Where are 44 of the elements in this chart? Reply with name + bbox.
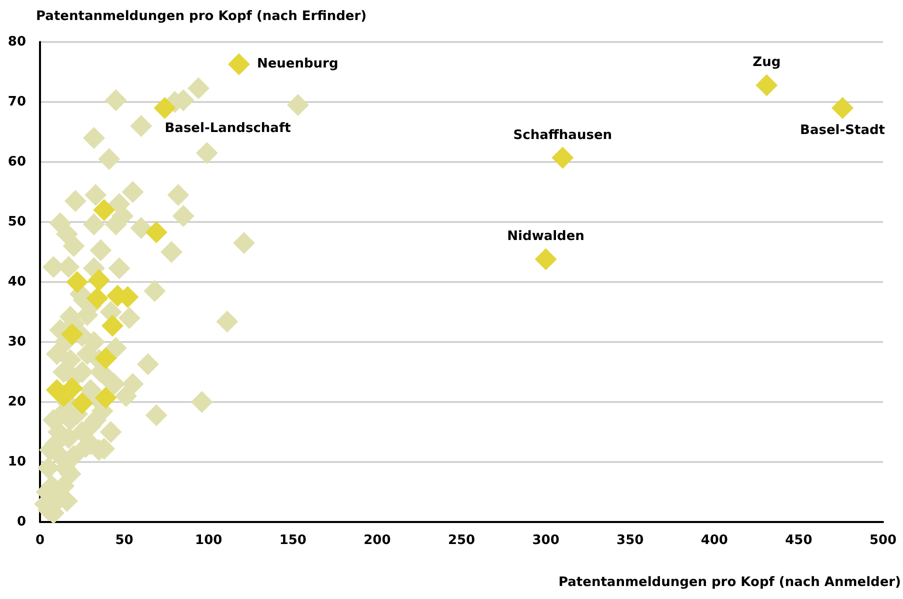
- x-tick-label: 300: [532, 533, 560, 548]
- point: [756, 74, 778, 96]
- y-tick-label: 40: [8, 274, 26, 290]
- x-tick-label: 400: [700, 533, 728, 548]
- x-tick-label: 250: [448, 533, 476, 548]
- y-tick-label: 50: [8, 214, 26, 230]
- y-axis-title: Patentanmeldungen pro Kopf (nach Erfinder): [36, 9, 367, 24]
- point: [71, 392, 94, 414]
- point: [61, 323, 84, 346]
- x-tick-label: 500: [869, 533, 897, 548]
- annotation: Basel-Stadt: [800, 123, 886, 138]
- point: [102, 314, 124, 337]
- x-tick-label: 450: [785, 533, 812, 548]
- y-tick-label: 10: [8, 454, 26, 470]
- point: [832, 97, 854, 119]
- point: [94, 347, 117, 370]
- y-tick-label: 0: [16, 514, 26, 530]
- point: [534, 248, 557, 270]
- point: [145, 221, 168, 244]
- y-tick-label: 20: [8, 394, 26, 410]
- x-axis-title: Patentanmeldungen pro Kopf (nach Anmelder): [558, 575, 902, 590]
- y-tick-label: 70: [8, 94, 26, 110]
- annotation: Schaffhausen: [513, 128, 612, 143]
- point: [94, 386, 117, 409]
- point: [154, 97, 176, 119]
- point: [66, 271, 88, 293]
- y-tick-label: 60: [8, 154, 26, 170]
- annotation: Nidwalden: [507, 229, 584, 244]
- annotation: Basel-Landschaft: [164, 121, 291, 136]
- x-tick-label: 50: [115, 533, 134, 548]
- x-tick-label: 0: [35, 533, 45, 548]
- x-tick-label: 350: [616, 533, 644, 548]
- annotation: Zug: [752, 55, 781, 70]
- y-tick-label: 80: [8, 34, 26, 50]
- annotation: Neuenburg: [256, 56, 338, 72]
- point: [228, 53, 250, 76]
- point: [88, 269, 110, 292]
- x-tick-label: 200: [364, 533, 391, 548]
- x-tick-label: 150: [279, 533, 306, 548]
- point: [552, 146, 574, 169]
- x-tick-label: 100: [195, 533, 222, 548]
- point: [86, 287, 108, 310]
- point: [93, 199, 116, 221]
- y-tick-label: 30: [8, 334, 26, 350]
